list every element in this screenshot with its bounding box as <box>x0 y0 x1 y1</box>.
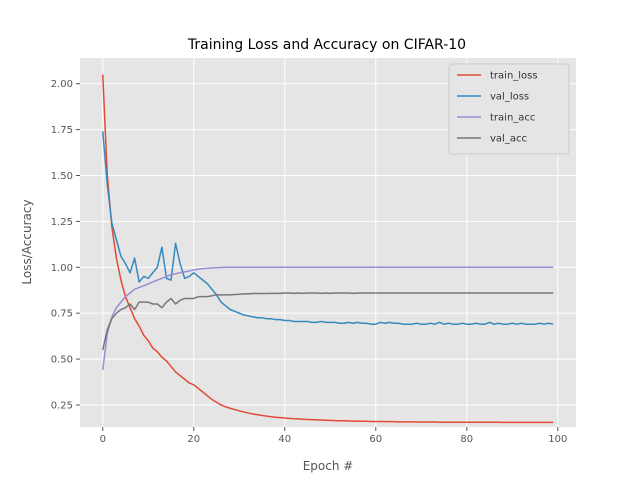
y-tick-label: 0.50 <box>51 355 73 366</box>
x-tick-label: 40 <box>278 434 291 445</box>
x-tick-label: 80 <box>460 434 473 445</box>
legend-label-train-loss: train_loss <box>490 71 538 82</box>
legend: train_loss val_loss train_acc val_acc <box>448 63 570 155</box>
y-tick-label: 0.25 <box>51 400 73 411</box>
y-tick-label: 2.00 <box>51 79 73 90</box>
series-lines <box>102 74 554 424</box>
x-tick-label: 100 <box>548 434 567 445</box>
series-line-val-acc <box>102 292 554 351</box>
y-tick-label: 1.50 <box>51 171 73 182</box>
x-tick-label: 60 <box>369 434 382 445</box>
y-axis-ticks: 0.25 0.50 0.75 1.00 1.25 1.50 1.75 2.00 <box>51 79 80 411</box>
chart-title: Training Loss and Accuracy on CIFAR-10 <box>187 37 466 53</box>
legend-label-val-acc: val_acc <box>490 134 527 145</box>
x-axis-ticks: 0 20 40 60 80 100 <box>100 427 567 445</box>
legend-label-val-loss: val_loss <box>490 92 529 103</box>
series-line-val-loss <box>102 131 554 325</box>
y-tick-label: 1.00 <box>51 263 73 274</box>
series-line-train-loss <box>102 74 554 424</box>
y-tick-label: 1.25 <box>51 217 73 228</box>
x-axis-label: Epoch # <box>303 459 354 473</box>
legend-label-train-acc: train_acc <box>490 113 535 124</box>
x-tick-label: 20 <box>187 434 200 445</box>
series-line-train-acc <box>102 266 554 371</box>
y-tick-label: 0.75 <box>51 309 73 320</box>
y-tick-label: 1.75 <box>51 125 73 136</box>
x-tick-label: 0 <box>100 434 106 445</box>
legend-box <box>448 63 570 155</box>
y-axis-label: Loss/Accuracy <box>20 199 34 284</box>
